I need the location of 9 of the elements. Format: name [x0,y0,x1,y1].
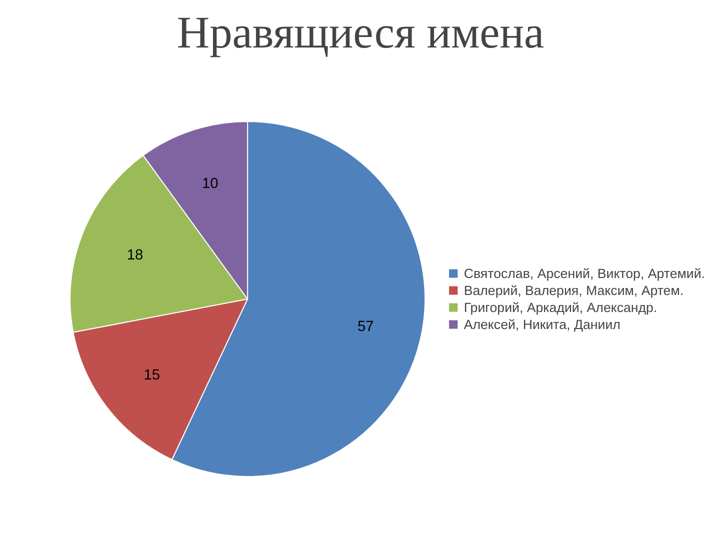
chart-title: Нравящиеся имена [176,8,544,58]
legend-label: Алексей, Никита, Даниил [464,316,620,332]
legend-label: Валерий, Валерия, Максим, Артем. [464,282,684,298]
data-label: 15 [144,367,160,384]
data-label: 57 [358,319,374,336]
legend-label: Григорий, Аркадий, Александр. [464,300,658,314]
data-label: 10 [202,176,218,192]
data-label: 18 [126,247,144,264]
legend-label: Святослав, Арсений, Виктор, Артемий. [464,266,705,280]
